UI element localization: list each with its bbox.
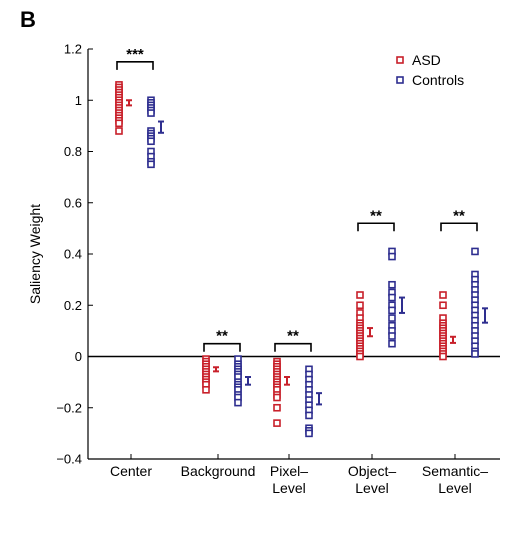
- significance-bracket: [440, 222, 478, 232]
- x-tick-label: Semantic–: [422, 463, 488, 479]
- plot-area: −0.4 −0.2 0 0.2 0.4 0.6 0.8 1 1.2 Center Backgroun…: [27, 42, 500, 496]
- data-point-controls: [388, 339, 396, 348]
- data-point-controls: [147, 160, 155, 169]
- data-point-asd: [356, 291, 364, 299]
- data-point-controls: [147, 137, 155, 146]
- significance-label: **: [370, 207, 382, 224]
- legend-marker-asd: [396, 56, 404, 64]
- data-point-controls: [388, 314, 396, 322]
- significance-label: **: [453, 207, 465, 224]
- data-point-controls: [388, 332, 396, 340]
- x-tick-label: Pixel–: [270, 463, 308, 479]
- y-axis-title: Saliency Weight: [27, 204, 43, 304]
- x-tick-label: Center: [110, 463, 152, 479]
- data-point-asd: [356, 352, 364, 361]
- data-point-asd: [115, 127, 123, 135]
- y-tick-label: −0.2: [56, 400, 82, 415]
- data-point-controls: [388, 306, 396, 315]
- data-point-controls: [305, 411, 313, 420]
- x-tick-label: Object–: [348, 463, 396, 479]
- data-point-controls: [234, 398, 242, 407]
- x-tick-label: Level: [438, 480, 471, 496]
- significance-bracket: [116, 61, 154, 70]
- data-point-controls: [388, 252, 396, 261]
- significance-label: **: [216, 328, 228, 345]
- legend-label-asd: ASD: [412, 52, 441, 68]
- y-tick-label: 1: [75, 93, 82, 108]
- x-tick-label: Background: [181, 463, 256, 479]
- data-point-asd: [273, 403, 281, 412]
- significance-label: **: [287, 328, 299, 345]
- y-tick-label: 0: [75, 349, 82, 364]
- significance-bracket: [203, 342, 241, 352]
- data-point-controls: [388, 293, 396, 302]
- data-point-asd: [439, 291, 447, 299]
- data-point-asd: [115, 119, 123, 128]
- significance-bracket: [357, 222, 395, 232]
- data-point-controls: [147, 109, 155, 117]
- x-tick-label: Level: [272, 480, 305, 496]
- y-tick-label: −0.4: [56, 452, 82, 467]
- data-point-controls: [388, 280, 396, 289]
- x-tick-label: Level: [355, 480, 388, 496]
- panel-label: B: [20, 7, 36, 32]
- y-tick-label: 0.2: [64, 298, 82, 313]
- y-tick-label: 1.2: [64, 42, 82, 57]
- data-point-asd: [439, 352, 447, 361]
- data-point-asd: [273, 419, 281, 427]
- legend-label-controls: Controls: [412, 72, 464, 88]
- data-point-asd: [202, 386, 210, 394]
- data-point-controls: [471, 247, 479, 256]
- significance-label: ***: [126, 46, 144, 63]
- significance-bracket: [274, 342, 312, 352]
- data-point-controls: [305, 429, 313, 438]
- data-point-controls: [471, 350, 479, 358]
- y-tick-label: 0.6: [64, 195, 82, 210]
- data-point-asd: [273, 393, 281, 402]
- data-point-asd: [439, 301, 447, 310]
- data-point-asd: [356, 301, 364, 310]
- legend-marker-controls: [396, 76, 404, 84]
- y-tick-label: 0.4: [64, 247, 82, 262]
- y-tick-label: 0.8: [64, 144, 82, 159]
